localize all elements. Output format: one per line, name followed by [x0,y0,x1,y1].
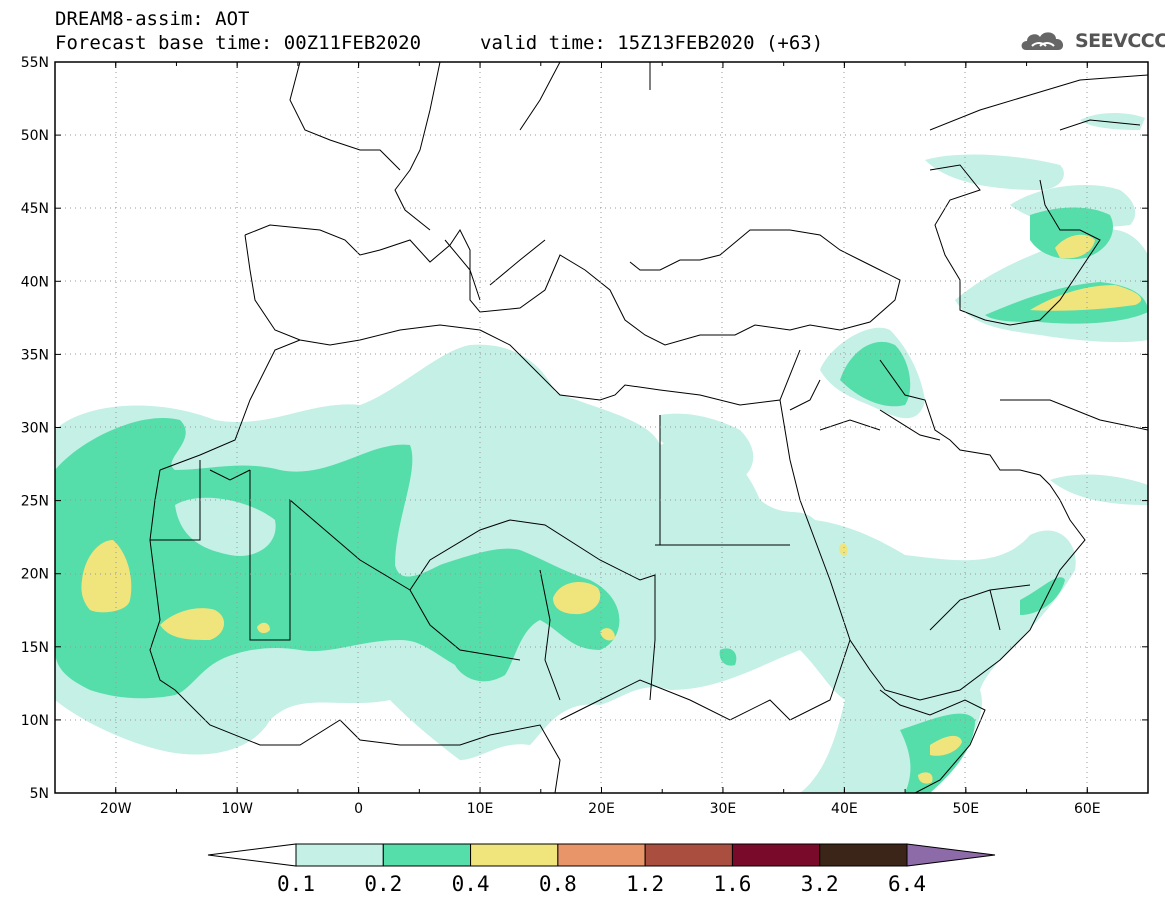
gridlines [55,62,1148,793]
valid-time: valid time: 15Z13FEB2020 (+63) [480,32,824,54]
lat-label: 5N [30,786,49,802]
lon-label: 20E [588,801,615,817]
seevccc-logo: SEEVCCC [1018,26,1165,56]
lat-label: 15N [21,640,49,656]
colorbar-box [557,843,646,867]
forecast-base-time: Forecast base time: 00Z11FEB2020 [55,32,422,54]
colorbar-box [644,843,733,867]
latitude-labels: 55N 50N 45N 40N 35N 30N 25N 20N 15N 10N 5N [21,55,49,802]
lon-label: 40E [831,801,858,817]
colorbar [207,843,996,867]
cloud-icon [1021,32,1064,50]
lat-label: 50N [21,128,49,144]
colorbar-level-label: 6.4 [888,872,926,896]
colorbar-level-label: 0.4 [451,872,490,896]
lon-label: 0 [354,801,363,817]
colorbar-level-label: 0.8 [538,872,577,896]
lon-label: 50E [952,801,979,817]
colorbar-box [470,843,559,867]
lon-label: 10W [221,801,253,817]
colorbar-level-label: 1.6 [713,872,752,896]
tick-marks [54,61,1149,794]
logo-label: SEEVCCC [1075,30,1165,52]
colorbar-under-triangle [207,843,297,867]
lat-label: 40N [21,274,49,290]
colorbar-level-label: 0.1 [277,872,315,896]
lon-label: 30E [710,801,737,817]
colorbar-box [295,843,384,867]
colorbar-box [731,843,821,867]
lat-label: 10N [21,713,49,729]
aot-layer-0.4 [81,234,1142,784]
colorbar-level-label: 0.2 [364,872,403,896]
aot-fields [55,113,1148,793]
lat-label: 25N [21,494,49,510]
colorbar-level-label: 1.2 [626,872,665,896]
lat-label: 45N [21,201,49,217]
longitude-labels: 20W 10W 0 10E 20E 30E 40E 50E 60E [100,801,1101,817]
lon-label: 60E [1074,801,1101,817]
map-title: DREAM8-assim: AOT [55,8,250,30]
lat-label: 35N [21,347,49,363]
colorbar-box [819,843,908,867]
lon-label: 20W [100,801,132,817]
colorbar-over-triangle [906,843,996,867]
colorbar-level-label: 3.2 [800,872,839,896]
colorbar-box [382,843,472,867]
lat-label: 55N [21,55,49,71]
lon-label: 10E [467,801,494,817]
lat-label: 30N [21,421,49,437]
lat-label: 20N [21,567,49,583]
coastlines [149,62,1148,793]
